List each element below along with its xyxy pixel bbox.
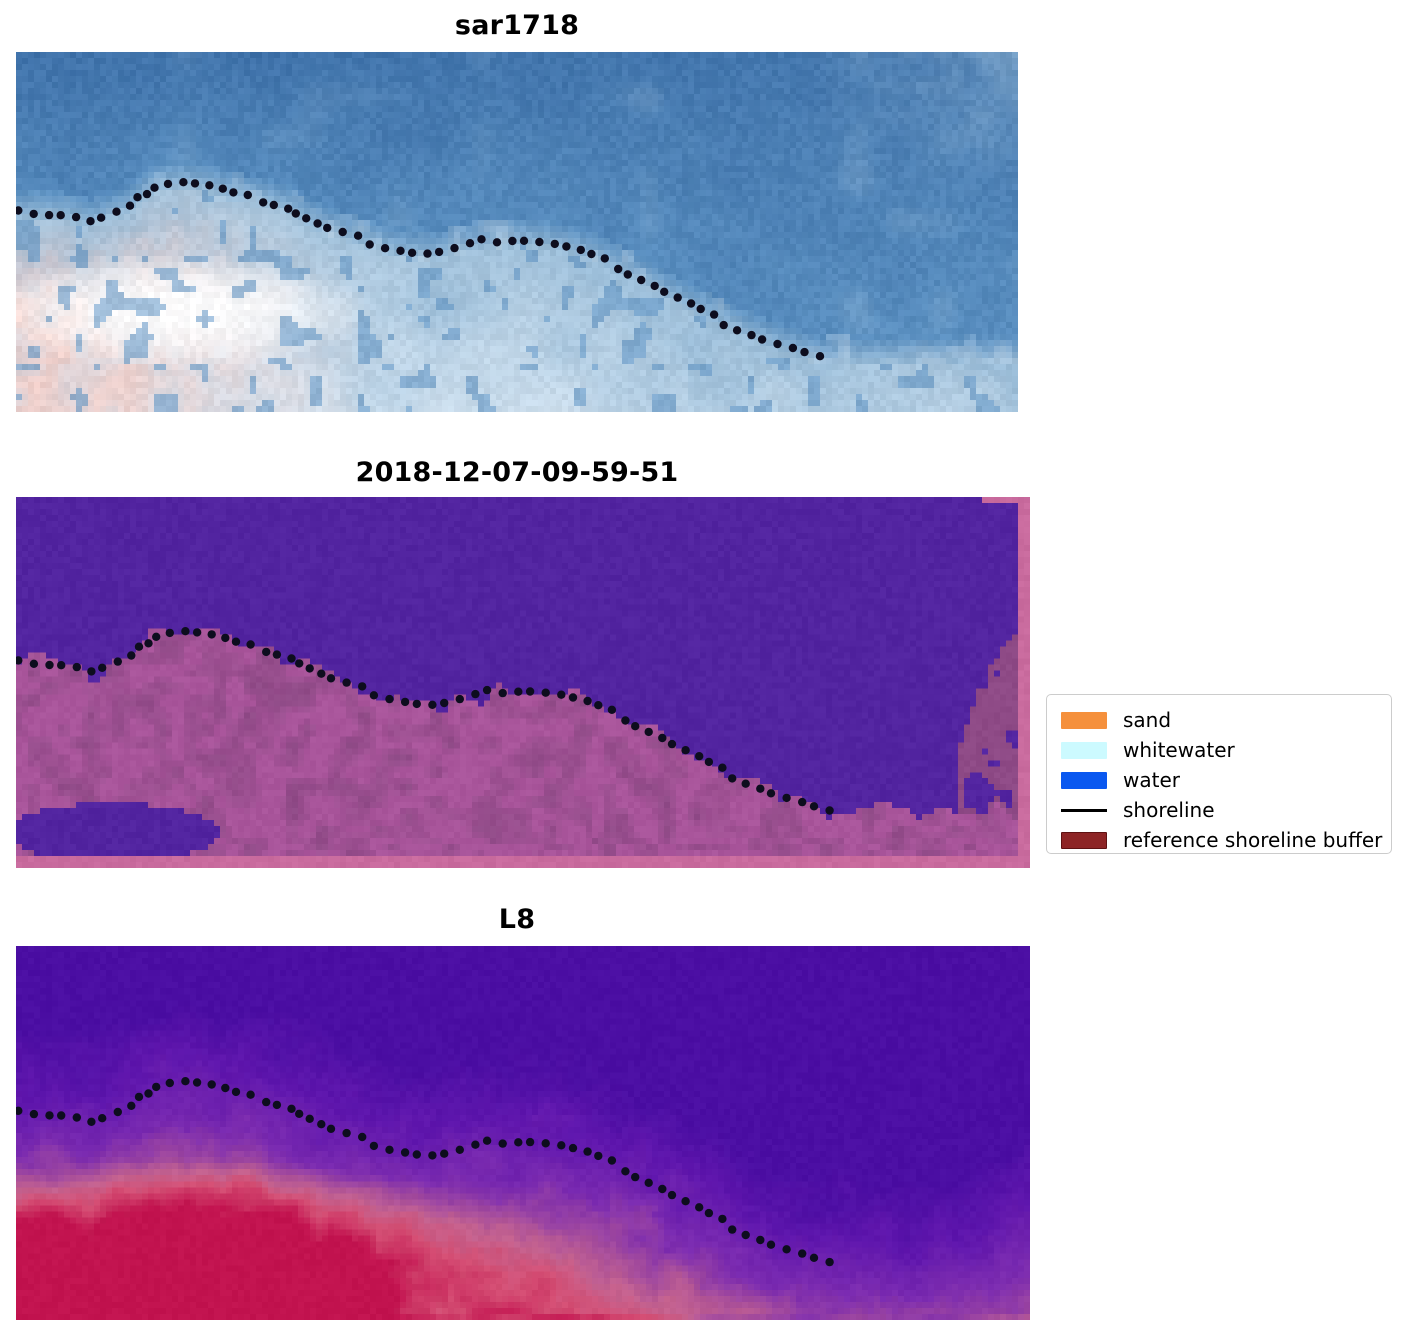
legend-item-shoreline: shoreline	[1061, 795, 1379, 825]
legend-item-sand: sand	[1061, 705, 1379, 735]
legend-swatch-water-icon	[1061, 771, 1107, 789]
panel-title-sar: sar1718	[454, 10, 580, 41]
legend-label-sand: sand	[1123, 708, 1172, 732]
legend: sand whitewater water shoreline referenc…	[1046, 694, 1392, 854]
panel-title-l8: L8	[498, 904, 536, 935]
legend-label-water: water	[1123, 768, 1180, 792]
legend-label-shoreline: shoreline	[1123, 798, 1215, 822]
legend-line-shoreline-icon	[1061, 802, 1107, 819]
panel-image-classification	[16, 497, 1030, 868]
panel-title-classification: 2018-12-07-09-59-51	[355, 457, 679, 488]
legend-swatch-whitewater-icon	[1061, 741, 1107, 759]
panel-image-sar	[16, 52, 1018, 412]
legend-item-reference-buffer: reference shoreline buffer	[1061, 825, 1383, 855]
legend-label-reference-buffer: reference shoreline buffer	[1123, 828, 1383, 852]
legend-item-water: water	[1061, 765, 1379, 795]
legend-swatch-reference-buffer-icon	[1061, 831, 1107, 849]
legend-swatch-sand-icon	[1061, 711, 1107, 729]
legend-item-whitewater: whitewater	[1061, 735, 1379, 765]
panel-image-l8	[16, 946, 1030, 1320]
legend-label-whitewater: whitewater	[1123, 738, 1235, 762]
